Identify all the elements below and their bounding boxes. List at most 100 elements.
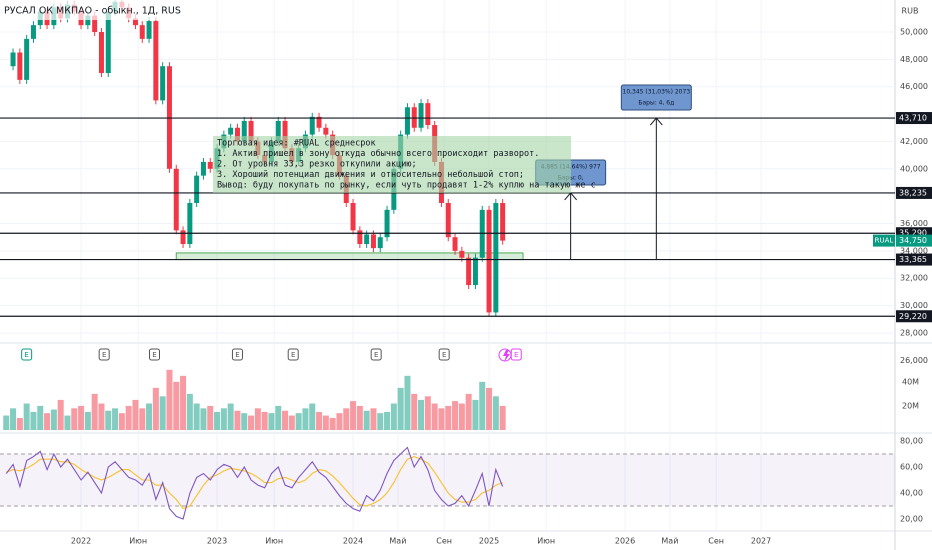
event-label: E	[514, 351, 518, 359]
candle	[445, 202, 451, 238]
volume-bar	[397, 387, 404, 430]
candle	[234, 127, 240, 142]
x-tick-label: 2024	[343, 537, 363, 546]
level-label: 38,235	[899, 188, 927, 197]
y-tick-label: 34,000	[900, 246, 928, 255]
candle	[377, 237, 383, 249]
x-tick-label: 2026	[615, 537, 635, 546]
volume-bar	[282, 410, 289, 430]
volume-bar	[50, 409, 57, 430]
volume-bar	[125, 405, 132, 430]
lower-panes	[0, 369, 895, 520]
candle	[425, 103, 431, 126]
event-label: E	[291, 351, 295, 359]
x-tick-label: Май	[389, 537, 406, 546]
candle	[200, 161, 206, 176]
volume-bar	[78, 405, 85, 430]
candle	[316, 116, 322, 128]
y-tick-label: 46,000	[900, 82, 928, 91]
x-tick-label: Июн	[265, 537, 283, 546]
event-label: E	[374, 351, 378, 359]
volume-bar	[180, 375, 187, 430]
measure-text: Бары: 4, 6д	[638, 100, 674, 107]
volume-bar	[370, 408, 377, 430]
volume-bar	[275, 405, 282, 430]
volume-bar	[241, 413, 248, 430]
volume-bar	[16, 417, 23, 430]
volume-bar	[200, 408, 207, 430]
candle	[282, 120, 288, 149]
volume-bar	[438, 408, 445, 430]
event-marker	[370, 348, 382, 361]
rsi-tick-label: 40,00	[900, 488, 923, 497]
candle	[486, 209, 492, 313]
volume-bar	[472, 399, 479, 430]
candle	[357, 230, 363, 245]
overlays: 2022 Июн 2023 Июн 2024 Май Сен 2025 Июн 2026 Май Се…	[0, 28, 932, 546]
volume-bar	[404, 375, 411, 430]
event-label: E	[152, 351, 156, 359]
volume-bar	[159, 396, 166, 430]
candle	[30, 25, 36, 39]
x-tick-label: 2027	[751, 537, 771, 546]
symbol-label: RUAL	[875, 237, 894, 245]
volume-bar	[390, 403, 397, 430]
volume-bar	[10, 408, 17, 430]
volume-bar	[146, 403, 153, 430]
volume-bar	[30, 411, 37, 430]
candle	[228, 127, 234, 135]
volume-bar	[234, 410, 241, 430]
event-marker	[231, 348, 243, 361]
volume-bar	[336, 413, 343, 430]
volume-bar	[431, 403, 438, 430]
volume-bar	[23, 403, 30, 430]
candle	[187, 202, 193, 245]
candle	[207, 161, 213, 169]
x-tick-label: Июн	[129, 537, 147, 546]
candle	[146, 21, 152, 39]
candle	[194, 175, 200, 203]
volume-bar	[316, 411, 323, 430]
volume-bar	[377, 413, 384, 430]
level-label: 29,220	[899, 312, 927, 321]
candle	[85, 15, 91, 26]
measure-text: 10,345 (31,03%) 2073	[623, 89, 691, 96]
candle	[241, 120, 247, 142]
currency: RUB	[902, 7, 919, 16]
volume-bar	[343, 408, 350, 430]
chart-title: РУСАЛ ОК МКПАО - обыкн., 1Д, RUS	[4, 6, 181, 17]
x-tick-label: Сен	[708, 537, 724, 546]
idea-box	[213, 136, 571, 193]
volume-bar	[465, 393, 472, 430]
volume-bar	[411, 393, 418, 430]
event-label: E	[442, 351, 446, 359]
level-label-bg	[896, 253, 932, 266]
title-bg	[0, 0, 215, 20]
volume-tick-label: 40M	[902, 377, 919, 386]
volume-bar	[118, 413, 125, 430]
volume-bar	[248, 415, 255, 430]
volume-bar	[295, 413, 302, 430]
level-label: 33,365	[899, 255, 927, 264]
event-marker	[148, 348, 160, 361]
rsi-line	[5, 446, 504, 520]
volume-bar	[71, 408, 78, 430]
volume-bar	[105, 410, 112, 430]
dividend-ring	[498, 348, 512, 362]
volume-bar	[302, 408, 309, 430]
volume-bar	[132, 399, 139, 430]
volume-bar	[173, 381, 180, 430]
candle	[132, 18, 138, 26]
volume-bar	[486, 387, 493, 430]
candle	[404, 107, 410, 135]
candle	[500, 202, 506, 241]
volume-bar	[363, 410, 370, 430]
volume-bar	[227, 403, 234, 430]
symbol-bg	[873, 234, 895, 247]
idea-line: 1. Актив пришел в зону откуда обычно все…	[217, 148, 539, 159]
y-tick-label: 50,000	[900, 28, 928, 37]
candle	[17, 52, 23, 80]
candle	[370, 234, 376, 249]
volume-bar	[64, 415, 71, 430]
